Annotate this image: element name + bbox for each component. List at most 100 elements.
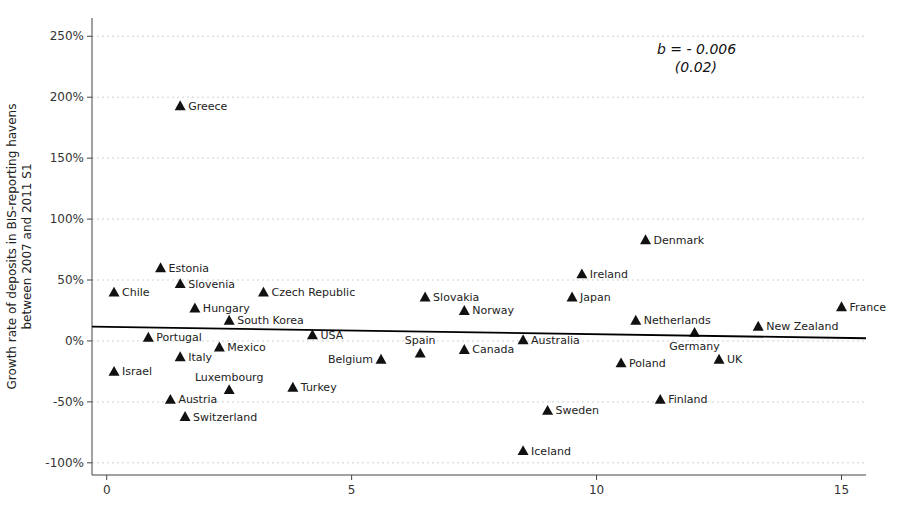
x-tick (841, 475, 842, 480)
y-tick-label: 50% (57, 273, 84, 287)
point (214, 342, 225, 352)
point-label: USA (320, 329, 343, 342)
y-tick-label: 100% (50, 212, 84, 226)
point (109, 366, 120, 376)
point-label: New Zealand (766, 320, 838, 333)
point (180, 411, 191, 421)
x-tick (596, 475, 597, 480)
point-label: Greece (188, 100, 227, 113)
grid-line (92, 340, 866, 341)
x-tick-label: 5 (348, 483, 356, 497)
point-label: Luxembourg (195, 371, 264, 384)
point-label: Denmark (654, 234, 705, 247)
regression-line (92, 327, 866, 339)
point (714, 354, 725, 364)
point (175, 351, 186, 361)
page: {"chart_data": { "type": "scatter", "yla… (0, 0, 906, 509)
point (542, 405, 553, 415)
y-tick (87, 158, 92, 159)
point-label: Israel (122, 365, 152, 378)
x-tick-label: 10 (589, 483, 604, 497)
point-label: Portugal (156, 331, 202, 344)
y-tick-label: -100% (45, 456, 84, 470)
x-tick (106, 475, 107, 480)
point (459, 305, 470, 315)
point (143, 332, 154, 342)
point (165, 394, 176, 404)
point (836, 301, 847, 311)
point-labels: Greece Chile Estonia Slovenia HungarySouth K… (122, 100, 886, 458)
point (415, 348, 426, 358)
point (175, 278, 186, 288)
chart: -100% -50% 0% 50% 100% 150% 200% 250% 0 5 10 15 Grow… (0, 0, 906, 509)
point-label: Netherlands (644, 314, 711, 327)
y-axis-label-line: between 2007 and 2011 S1 (20, 163, 34, 329)
y-tick-label: 200% (50, 90, 84, 104)
y-tick (87, 280, 92, 281)
grid-line (92, 219, 866, 220)
y-tick-label: -50% (53, 395, 84, 409)
y-tick (87, 219, 92, 220)
y-tick (87, 36, 92, 37)
point-label: Spain (405, 334, 436, 347)
point-label: Canada (472, 343, 514, 356)
point (630, 315, 641, 325)
grid (92, 36, 866, 463)
grid-line (92, 158, 866, 159)
point (655, 394, 666, 404)
annotation-line: (0.02) (657, 59, 717, 75)
point-label: Estonia (169, 262, 210, 275)
point-label: Austria (178, 393, 217, 406)
point (175, 100, 186, 110)
point (640, 234, 651, 244)
point-label: Mexico (227, 341, 266, 354)
point (189, 303, 200, 313)
grid-line (92, 462, 866, 463)
point-label: Chile (122, 286, 150, 299)
y-tick (87, 97, 92, 98)
point (518, 445, 529, 455)
y-tick-label: 250% (50, 29, 84, 43)
x-tick (351, 475, 352, 480)
x-axis-line (92, 475, 866, 476)
y-axis-line (92, 18, 93, 475)
point (155, 262, 166, 272)
point-label: Switzerland (193, 411, 257, 424)
point (420, 292, 431, 302)
point-label: Czech Republic (271, 286, 355, 299)
grid-line (92, 36, 866, 37)
point-label: Poland (629, 357, 666, 370)
point-label: Iceland (531, 445, 571, 458)
point (518, 334, 529, 344)
y-axis-label: Growth rate of deposits in BIS-reporting… (5, 104, 34, 390)
x-tick-label: 15 (834, 483, 849, 497)
point (376, 354, 387, 364)
point-label: South Korea (237, 314, 304, 327)
point-label: Hungary (203, 302, 250, 315)
y-tick-label: 150% (50, 151, 84, 165)
y-tick-label: 0% (65, 334, 84, 348)
point (224, 384, 235, 394)
point-label: Finland (668, 393, 707, 406)
point-label: Slovenia (188, 278, 235, 291)
point-label: Italy (188, 351, 212, 364)
y-tick (87, 401, 92, 402)
axes: -100% -50% 0% 50% 100% 150% 200% 250% 0 5 10 15 (45, 18, 866, 497)
grid-line (92, 97, 866, 98)
point (576, 268, 587, 278)
point (459, 344, 470, 354)
point-label: Turkey (300, 381, 337, 394)
point-label: Japan (579, 291, 611, 304)
annotation: b = - 0.006 (0.02) (657, 41, 736, 75)
point-label: France (850, 301, 887, 314)
point-label: Germany (669, 340, 720, 353)
point (109, 287, 120, 297)
point-label: Ireland (590, 268, 628, 281)
y-tick (87, 462, 92, 463)
point (258, 287, 269, 297)
marks (92, 100, 866, 455)
point-label: Norway (472, 304, 514, 317)
x-tick-label: 0 (103, 483, 111, 497)
point-label: UK (727, 353, 743, 366)
y-tick (87, 340, 92, 341)
